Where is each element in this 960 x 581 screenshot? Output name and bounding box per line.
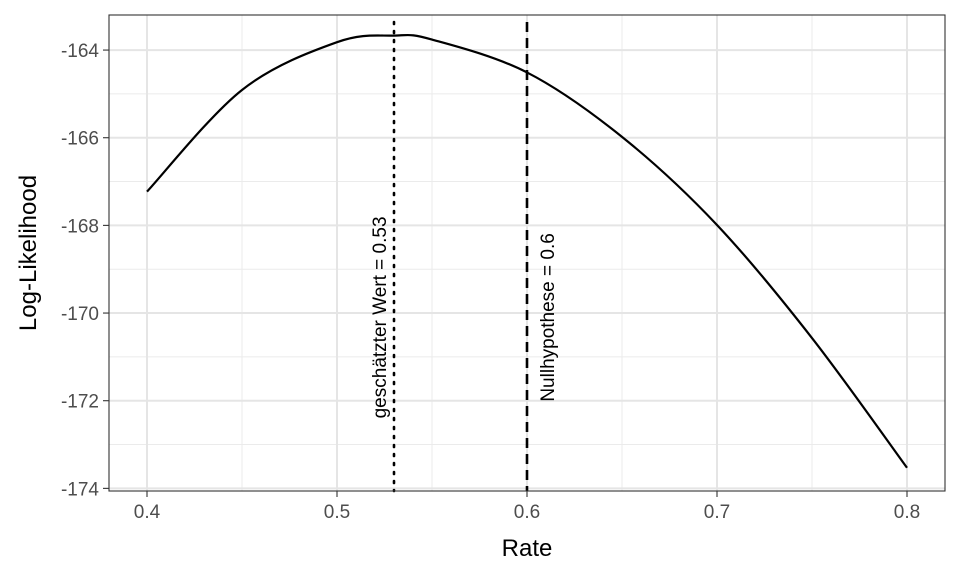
reference-labels: geschätzter Wert = 0.53 Nullhypothese = 0… — [370, 216, 559, 418]
x-tick-label: 0.7 — [704, 502, 730, 523]
y-tick-label: -164 — [61, 41, 99, 62]
y-axis-title: Log-Likelihood — [15, 175, 42, 331]
x-tick-label: 0.4 — [134, 502, 161, 523]
y-tick-label: -172 — [61, 392, 99, 413]
x-axis: 0.4 0.5 0.6 0.7 0.8 — [134, 491, 920, 523]
x-tick-label: 0.8 — [894, 502, 920, 523]
x-axis-title: Rate — [502, 535, 553, 562]
reference-lines — [392, 20, 529, 493]
y-axis: -174 -172 -170 -168 -166 -164 — [61, 41, 109, 500]
x-tick-label: 0.5 — [324, 502, 350, 523]
null-hypothesis-label: Nullhypothese = 0.6 — [538, 233, 559, 401]
y-tick-label: -170 — [61, 304, 99, 325]
y-tick-label: -174 — [61, 479, 99, 500]
y-tick-label: -166 — [61, 129, 99, 150]
x-tick-label: 0.6 — [514, 502, 540, 523]
y-tick-label: -168 — [61, 216, 99, 237]
estimate-label: geschätzter Wert = 0.53 — [370, 216, 391, 418]
likelihood-curve — [146, 33, 908, 469]
